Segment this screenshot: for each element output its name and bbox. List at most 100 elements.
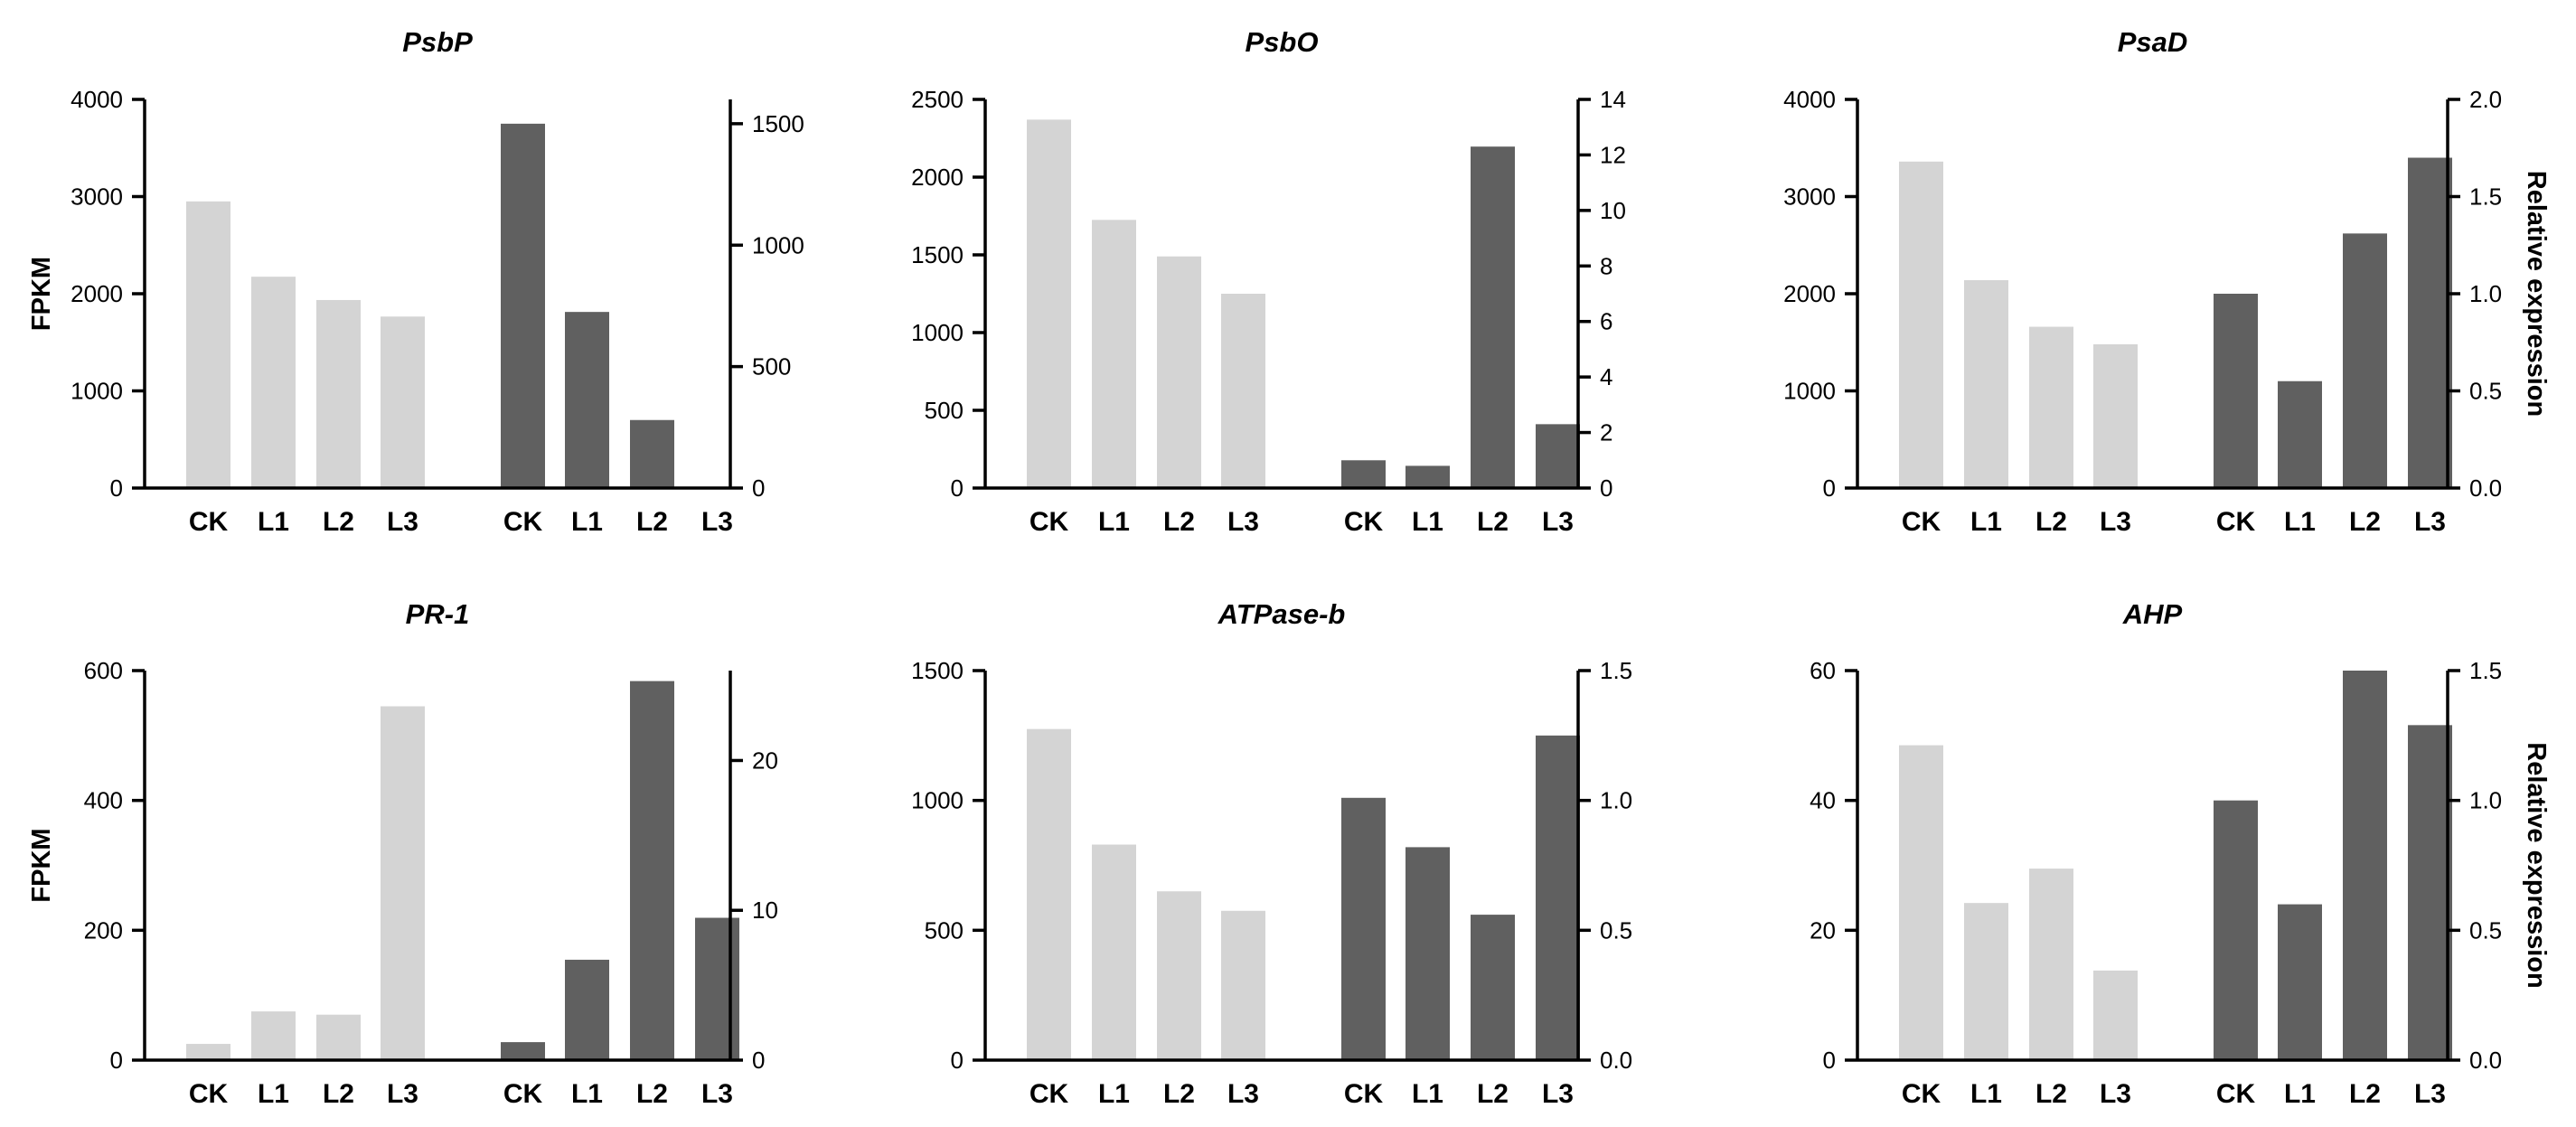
category-label-relative: CK bbox=[2216, 1079, 2256, 1109]
right-tick-label: 1.0 bbox=[2469, 787, 2502, 814]
category-label-fpkm: L3 bbox=[2100, 1079, 2131, 1109]
right-tick-label: 500 bbox=[752, 353, 791, 380]
bar-fpkm-l3 bbox=[381, 706, 425, 1060]
right-tick-label: 14 bbox=[1600, 86, 1626, 113]
bar-fpkm-l1 bbox=[1964, 279, 2008, 488]
category-label-relative: L3 bbox=[701, 507, 733, 537]
category-label-fpkm: CK bbox=[189, 1079, 229, 1109]
bar-relative-ck bbox=[501, 1042, 545, 1060]
category-label-fpkm: L2 bbox=[323, 1079, 354, 1109]
bar-relative-l2 bbox=[630, 681, 674, 1060]
left-tick-label: 0 bbox=[951, 1047, 964, 1074]
bar-fpkm-l1 bbox=[251, 277, 296, 488]
category-label-fpkm: L2 bbox=[2035, 507, 2067, 537]
bar-fpkm-l1 bbox=[1964, 903, 2008, 1060]
left-tick-label: 60 bbox=[1810, 657, 1836, 684]
category-label-relative: CK bbox=[2216, 507, 2256, 537]
bar-relative-ck bbox=[2214, 800, 2258, 1060]
left-tick-label: 0 bbox=[951, 474, 964, 502]
right-tick-label: 20 bbox=[752, 747, 778, 774]
bar-relative-l3 bbox=[2408, 725, 2452, 1060]
category-label-fpkm: L2 bbox=[1163, 1079, 1195, 1109]
category-label-relative: L1 bbox=[571, 1079, 603, 1109]
bar-relative-ck bbox=[1341, 460, 1386, 488]
bar-relative-l1 bbox=[2278, 380, 2322, 488]
right-tick-label: 0 bbox=[1600, 474, 1612, 502]
left-tick-label: 1000 bbox=[911, 787, 964, 814]
category-label-relative: L1 bbox=[1412, 507, 1443, 537]
left-tick-label: 1500 bbox=[911, 241, 964, 268]
category-label-relative: L3 bbox=[1542, 1079, 1574, 1109]
category-label-fpkm: CK bbox=[189, 507, 229, 537]
category-label-relative: L1 bbox=[2284, 1079, 2316, 1109]
chart-panel-psbo: PsbO 0 500 1000 1500 2000 2500 0 2 4 6 8 10 12 14 CK CK L… bbox=[911, 26, 1626, 537]
category-label-fpkm: CK bbox=[1029, 507, 1069, 537]
left-tick-label: 1500 bbox=[911, 657, 964, 684]
category-label-fpkm: CK bbox=[1902, 1079, 1941, 1109]
y2-axis-label: Relative expression bbox=[2522, 171, 2551, 417]
right-tick-label: 0.0 bbox=[2469, 474, 2502, 502]
left-tick-label: 40 bbox=[1810, 787, 1836, 814]
bar-fpkm-ck bbox=[1027, 728, 1071, 1060]
category-label-fpkm: L1 bbox=[258, 1079, 289, 1109]
bar-fpkm-l3 bbox=[2093, 970, 2138, 1060]
category-label-fpkm: L1 bbox=[1098, 507, 1130, 537]
bar-fpkm-ck bbox=[186, 201, 230, 488]
category-label-relative: L2 bbox=[636, 1079, 668, 1109]
panel-title: ATPase-b bbox=[1217, 598, 1346, 630]
category-label-relative: L2 bbox=[2349, 507, 2381, 537]
bar-fpkm-ck bbox=[186, 1044, 230, 1060]
panel-title: AHP bbox=[2122, 598, 2183, 630]
category-label-relative: CK bbox=[503, 1079, 543, 1109]
y-axis-label: FPKM bbox=[27, 828, 56, 902]
bar-fpkm-l3 bbox=[1221, 294, 1265, 488]
category-label-fpkm: L3 bbox=[2100, 507, 2131, 537]
category-label-fpkm: L2 bbox=[323, 507, 354, 537]
category-label-fpkm: CK bbox=[1902, 507, 1941, 537]
right-tick-label: 0.0 bbox=[1600, 1047, 1632, 1074]
left-tick-label: 4000 bbox=[1783, 86, 1836, 113]
left-tick-label: 200 bbox=[84, 916, 123, 944]
right-tick-label: 1.5 bbox=[2469, 657, 2502, 684]
category-label-fpkm: CK bbox=[1029, 1079, 1069, 1109]
left-tick-label: 1000 bbox=[71, 378, 123, 405]
bar-fpkm-l2 bbox=[2029, 326, 2073, 488]
bar-fpkm-l3 bbox=[1221, 910, 1265, 1060]
bar-relative-l2 bbox=[1471, 915, 1515, 1060]
category-label-fpkm: L1 bbox=[1098, 1079, 1130, 1109]
bar-fpkm-l2 bbox=[316, 1014, 361, 1060]
left-tick-label: 2000 bbox=[71, 280, 123, 307]
category-label-relative: CK bbox=[1344, 507, 1384, 537]
bar-fpkm-l1 bbox=[1092, 844, 1136, 1060]
panel-title: PsbO bbox=[1246, 26, 1319, 58]
right-tick-label: 12 bbox=[1600, 141, 1626, 168]
panel-title: PR-1 bbox=[406, 598, 470, 630]
right-tick-label: 4 bbox=[1600, 363, 1612, 390]
bar-fpkm-l2 bbox=[1157, 256, 1201, 488]
left-tick-label: 2500 bbox=[911, 86, 964, 113]
left-tick-label: 1000 bbox=[1783, 378, 1836, 405]
bar-relative-l3 bbox=[695, 917, 739, 1060]
category-label-fpkm: L2 bbox=[2035, 1079, 2067, 1109]
bar-relative-l1 bbox=[1406, 847, 1450, 1060]
bar-fpkm-l2 bbox=[1157, 891, 1201, 1060]
category-label-fpkm: L1 bbox=[1970, 1079, 2002, 1109]
bar-relative-l1 bbox=[1406, 465, 1450, 488]
bar-relative-ck bbox=[501, 123, 545, 488]
chart-panel-pr-1: PR-1 0 200 400 600 0 10 20 CK CK L1 L1 L2 L2 L3 L3 FPKM bbox=[27, 598, 778, 1109]
category-label-fpkm: L3 bbox=[1227, 507, 1259, 537]
bar-fpkm-l3 bbox=[2093, 343, 2138, 488]
bar-fpkm-l1 bbox=[1092, 220, 1136, 489]
left-tick-label: 2000 bbox=[911, 164, 964, 191]
chart-panel-psbp: PsbP 0 1000 2000 3000 4000 0 500 1000 1500 CK CK L1 L… bbox=[27, 26, 804, 537]
right-tick-label: 10 bbox=[752, 897, 778, 924]
bar-fpkm-l1 bbox=[251, 1011, 296, 1060]
category-label-fpkm: L2 bbox=[1163, 507, 1195, 537]
right-tick-label: 1.5 bbox=[2469, 183, 2502, 211]
right-tick-label: 6 bbox=[1600, 308, 1612, 335]
bar-relative-l1 bbox=[565, 312, 609, 488]
left-tick-label: 0 bbox=[1823, 1047, 1836, 1074]
bar-relative-l2 bbox=[1471, 146, 1515, 488]
y-axis-label: FPKM bbox=[27, 257, 56, 331]
category-label-relative: L1 bbox=[1412, 1079, 1443, 1109]
